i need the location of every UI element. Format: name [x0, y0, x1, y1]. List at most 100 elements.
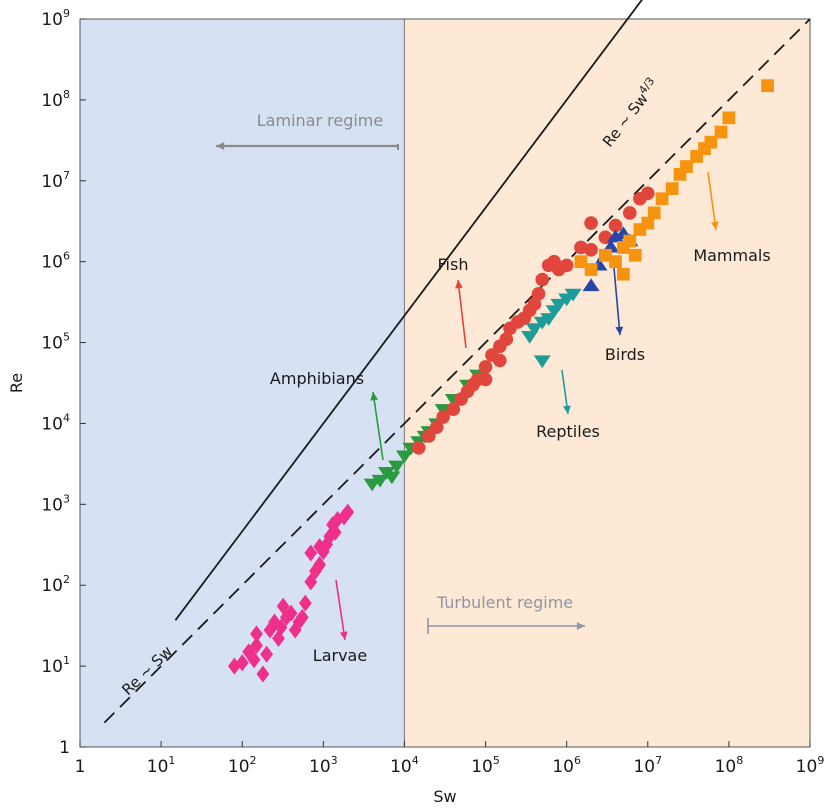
x-tick-label-8: 108 [715, 754, 744, 777]
laminar-regime-label: Laminar regime [257, 111, 383, 130]
fish-point [584, 243, 598, 257]
laminar-arrow-head [216, 142, 225, 150]
x-tick-label-9: 109 [796, 754, 825, 777]
x-axis-title: Sw [433, 787, 456, 806]
mammals-point [761, 79, 774, 93]
fish-arrow-head [455, 280, 463, 289]
birds-label: Birds [605, 345, 645, 364]
reptiles-label: Reptiles [536, 422, 600, 441]
mammals-point [574, 255, 588, 269]
birds-arrow [613, 267, 621, 336]
mammals-point [647, 206, 661, 220]
mammals-point [704, 135, 718, 149]
mammals-point [616, 267, 630, 281]
reptiles-point [564, 288, 582, 302]
larvae-point [235, 654, 249, 672]
mammals-label: Mammals [693, 246, 770, 265]
fish-point [446, 402, 461, 417]
series-fish [411, 186, 655, 455]
x-tick-label-6: 106 [552, 754, 581, 777]
larvae-point [337, 508, 351, 526]
y-tick-label-7: 107 [41, 169, 70, 192]
birds-point [582, 278, 600, 292]
larvae-point [256, 665, 270, 683]
series-mammals [574, 79, 774, 281]
x-tick-label-2: 102 [228, 754, 257, 777]
turbulent-regime-label: Turbulent regime [436, 593, 573, 612]
amphibians-point [388, 460, 406, 474]
fish-point [535, 272, 550, 287]
y-tick-label-9: 109 [41, 7, 70, 30]
y-tick-label-5: 105 [41, 331, 70, 354]
mammals-point [655, 192, 669, 206]
larvae-point [284, 604, 298, 622]
reptiles-point [533, 355, 551, 369]
mammals-point [722, 111, 736, 125]
law-line-linear [103, 18, 811, 724]
y-tick-label-1: 101 [41, 654, 70, 677]
larvae-point [247, 651, 261, 669]
turbulent-arrow-head [576, 622, 585, 630]
larvae-point [313, 538, 326, 556]
y-tick-label-6: 106 [41, 250, 70, 273]
larvae-point [341, 503, 355, 521]
fish-point [429, 420, 444, 434]
amphibians-point [383, 471, 401, 485]
reptiles-point [525, 323, 543, 336]
fish-point [493, 353, 507, 368]
y-tick-label-0: 1 [59, 738, 70, 758]
mammals-point [680, 160, 693, 173]
mammals-point [584, 263, 598, 276]
mammals-point [641, 216, 655, 230]
amphibians-arrow [372, 391, 384, 461]
x-tick-label-4: 104 [390, 754, 419, 777]
mammals-point [623, 234, 637, 248]
mammals-point [609, 255, 622, 269]
larvae-point [260, 645, 274, 663]
larvae-point [272, 629, 285, 647]
fish-point [478, 360, 493, 374]
larvae-arrow [335, 579, 346, 641]
reptiles-point [550, 298, 568, 312]
larvae-point [276, 597, 290, 615]
y-axis-title: Re [7, 373, 26, 393]
y-tick-label-2: 102 [41, 573, 70, 596]
fish-point [559, 258, 574, 273]
region-laminar [80, 19, 405, 747]
y-tick-label-3: 103 [41, 492, 70, 515]
y-tick-label-4: 104 [41, 411, 70, 434]
plot-frame [79, 18, 811, 748]
amphibians-label: Amphibians [270, 369, 364, 388]
larvae-label: Larvae [313, 646, 367, 665]
fish-point [574, 240, 588, 255]
mammals-point [628, 248, 642, 262]
reptiles-arrow-head [563, 405, 571, 414]
fish-label: Fish [438, 255, 469, 274]
x-tick-label-3: 103 [309, 754, 338, 777]
fish-point [531, 287, 546, 301]
larvae-point [295, 608, 309, 626]
fish-point [584, 216, 598, 230]
y-tick-label-8: 108 [41, 88, 70, 111]
mammals-point [598, 248, 612, 262]
series-larvae [227, 503, 355, 683]
fish-point [478, 372, 493, 387]
larvae-point [298, 594, 312, 612]
fish-point [622, 206, 637, 220]
mammals-arrow-head [711, 221, 719, 230]
fish-point [499, 332, 514, 347]
mammals-point [714, 125, 728, 139]
fish-point [422, 429, 436, 443]
fish-point [608, 218, 623, 233]
mammals-arrow [707, 171, 717, 231]
series-reptiles [521, 288, 582, 369]
fish-point [436, 410, 450, 424]
mammals-point [665, 182, 679, 195]
birds-arrow-head [615, 326, 624, 335]
larvae-point [304, 544, 318, 562]
fish-point [411, 440, 426, 455]
fish-point [640, 186, 655, 201]
birds-point [607, 229, 625, 243]
reptiles-point [540, 313, 558, 326]
